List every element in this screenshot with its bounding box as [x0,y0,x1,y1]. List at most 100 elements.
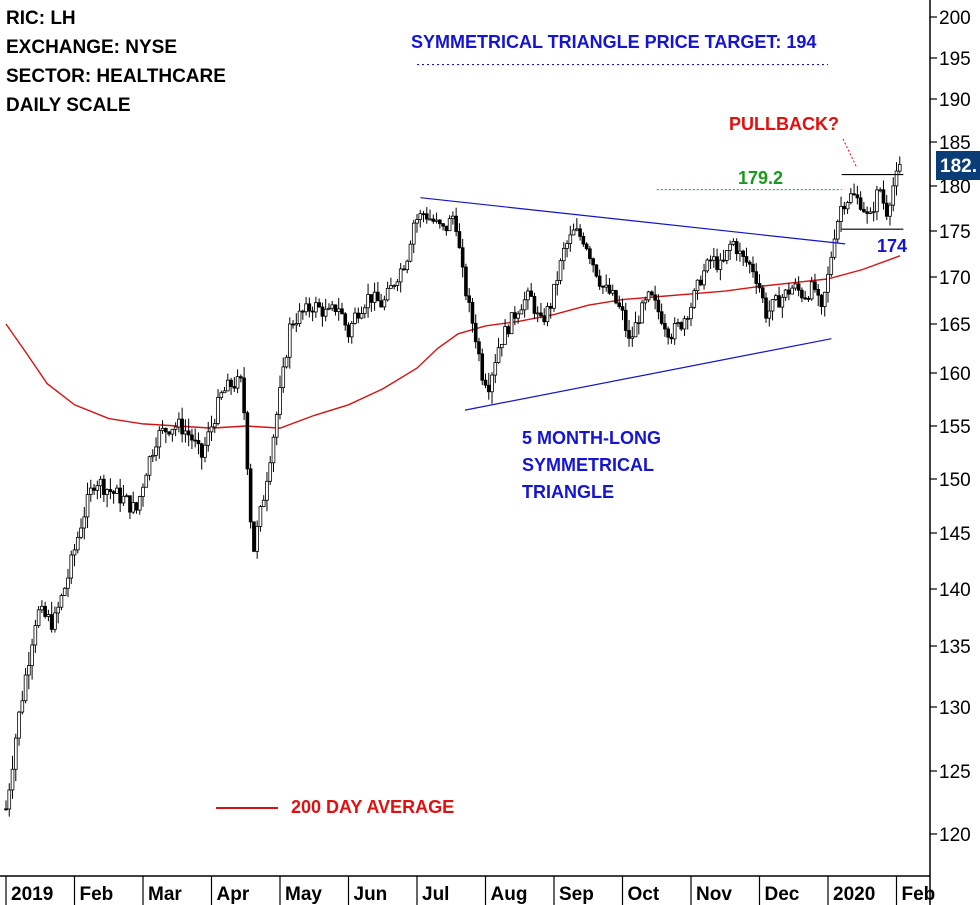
price-candle [454,215,458,232]
price-candle [692,290,697,308]
price-candle [712,256,716,261]
header-exchange: EXCHANGE: NYSE [6,37,178,58]
price-candle [695,279,700,292]
price-candle [121,495,126,504]
price-candle [10,768,15,791]
price-candle [477,341,481,355]
price-candle [235,376,240,389]
price-candle [738,250,742,255]
price-candle [173,426,178,430]
price-candle [473,322,478,343]
price-candle [131,502,136,513]
lower-trendline [464,338,832,411]
price-candle [793,283,798,289]
moving-average-layer [5,255,901,429]
price-candle [672,323,677,340]
price-candle [542,315,547,323]
price-candle [157,430,162,448]
price-candle [689,306,693,320]
price-candle [571,229,576,236]
price-candle [190,434,194,441]
price-candle [160,427,165,431]
price-candle [561,247,566,262]
price-candle [219,392,224,398]
price-candle [317,302,321,308]
price-candle [447,218,452,232]
price-candle [304,303,308,313]
price-candle [897,164,902,172]
price-candle [607,284,612,294]
y-tick-label: 170 [939,268,971,289]
price-candle [297,310,302,325]
price-candle [23,674,28,702]
x-tick-label: Jun [354,884,388,905]
price-candle [829,256,834,275]
price-candle [734,241,739,255]
price-candle [40,605,44,611]
price-bars-layer [4,156,902,817]
price-candle [82,516,87,529]
price-candle [56,606,60,614]
price-candle [852,193,856,196]
price-candle [428,218,432,221]
price-candle [30,644,34,667]
y-tick-label: 185 [939,133,971,154]
price-candle [682,318,687,330]
price-candle [780,296,785,308]
price-candle [115,487,119,494]
price-candle [154,446,158,456]
price-candle [239,376,243,379]
breakout-label: 174 [877,236,908,256]
price-candle [323,308,328,317]
price-candle [268,462,273,482]
price-candle [464,266,468,297]
y-tick-label: 125 [939,762,971,783]
price-candle [75,536,80,551]
x-tick-label: May [285,884,322,905]
price-candle [376,291,380,302]
price-candle [774,295,778,301]
price-candle [764,297,768,319]
y-tick-label: 165 [939,315,971,336]
price-candle [721,259,726,262]
price-candle [366,294,370,309]
price-candle [601,285,605,288]
price-candle [252,521,256,552]
price-candle [336,308,341,312]
price-candle [617,302,622,307]
price-candle [878,189,882,192]
price-candle [884,202,889,217]
price-candle [170,428,175,435]
price-candle [845,202,850,210]
price-candle [203,444,207,458]
price-candle [144,474,149,488]
price-candle [27,665,31,676]
price-candle [164,427,168,433]
price-candle [343,313,348,326]
price-candle [271,436,276,464]
price-candle [715,256,719,270]
price-candle [392,285,396,287]
x-tick-label: Aug [491,884,528,905]
price-candle [62,587,67,596]
price-candle [287,323,292,358]
price-candle [496,347,501,364]
price-candle [108,489,113,492]
price-candle [46,614,51,617]
price-candle [503,326,507,345]
price-candle [128,495,132,513]
price-candle [526,290,530,301]
price-candle [627,330,631,339]
price-candle [532,296,537,314]
price-candle [643,299,648,304]
price-candle [747,261,752,265]
price-candle [702,270,706,286]
price-candle [637,322,641,325]
price-candle [881,189,886,204]
price-candle [610,290,615,294]
price-candle [822,291,827,307]
pattern-label-line3: TRIANGLE [522,482,614,502]
price-candle [444,225,449,232]
price-candle [591,258,595,266]
pattern-label-line1: 5 MONTH-LONG [522,428,661,448]
